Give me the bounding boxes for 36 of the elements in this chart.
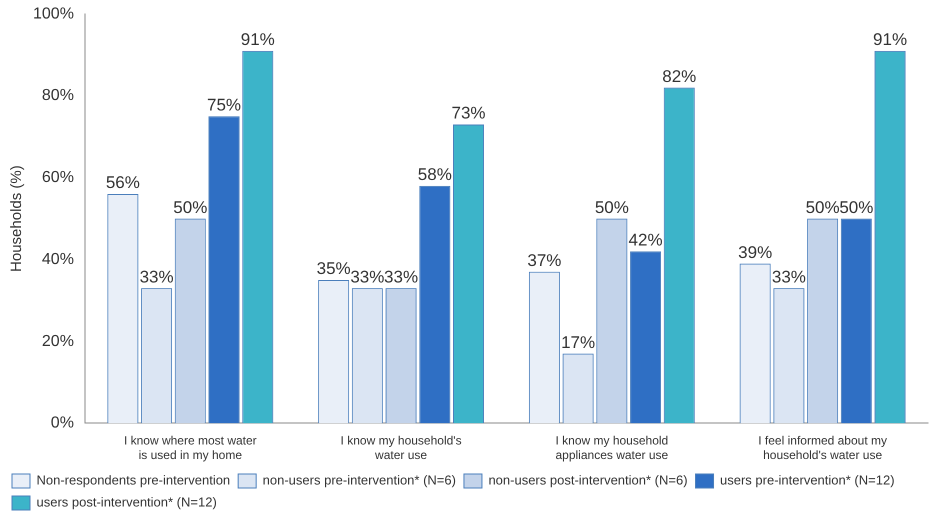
y-tick-label: 80% bbox=[42, 87, 74, 104]
data-label: 50% bbox=[173, 198, 208, 217]
y-tick-label: 0% bbox=[50, 414, 74, 432]
data-label: 50% bbox=[839, 198, 874, 217]
x-tick-label: I know my household appliances water use bbox=[555, 434, 669, 462]
y-tick-label: 100% bbox=[33, 5, 74, 22]
data-label: 82% bbox=[662, 66, 696, 86]
x-tick-label: I know my household's water use bbox=[340, 434, 462, 462]
y-axis-title: Households (%) bbox=[8, 165, 26, 272]
legend-label: Non-respondents pre-intervention bbox=[36, 472, 230, 488]
x-tick-label: I know where most water is used in my home bbox=[124, 434, 257, 462]
data-label: 35% bbox=[316, 259, 351, 278]
data-label: 42% bbox=[628, 230, 663, 250]
legend-label: users pre-intervention* (N=12) bbox=[720, 472, 895, 488]
data-label: 58% bbox=[418, 165, 452, 184]
legend-label: non-users pre-intervention* (N=6) bbox=[262, 472, 456, 488]
y-tick-label: 20% bbox=[42, 332, 74, 350]
x-tick-label: I feel informed about my household's water use bbox=[758, 434, 887, 462]
data-label: 33% bbox=[384, 267, 418, 286]
y-tick-label: 40% bbox=[42, 250, 74, 268]
data-label: 50% bbox=[806, 198, 840, 217]
data-label: 91% bbox=[240, 30, 275, 50]
data-label: 50% bbox=[594, 198, 629, 217]
data-label: 39% bbox=[738, 242, 772, 262]
legend-label: users post-intervention* (N=12) bbox=[36, 494, 217, 510]
data-label: 37% bbox=[527, 250, 562, 270]
y-tick-label: 60% bbox=[42, 169, 74, 186]
data-label: 56% bbox=[106, 173, 140, 192]
data-label: 33% bbox=[350, 267, 384, 286]
data-label: 75% bbox=[207, 95, 242, 114]
legend-label: non-users post-intervention* (N=6) bbox=[488, 472, 688, 488]
data-label: 91% bbox=[873, 30, 908, 50]
data-label: 73% bbox=[452, 104, 486, 123]
data-label: 33% bbox=[772, 267, 806, 286]
data-label: 17% bbox=[561, 332, 596, 352]
data-label: 33% bbox=[140, 267, 174, 286]
